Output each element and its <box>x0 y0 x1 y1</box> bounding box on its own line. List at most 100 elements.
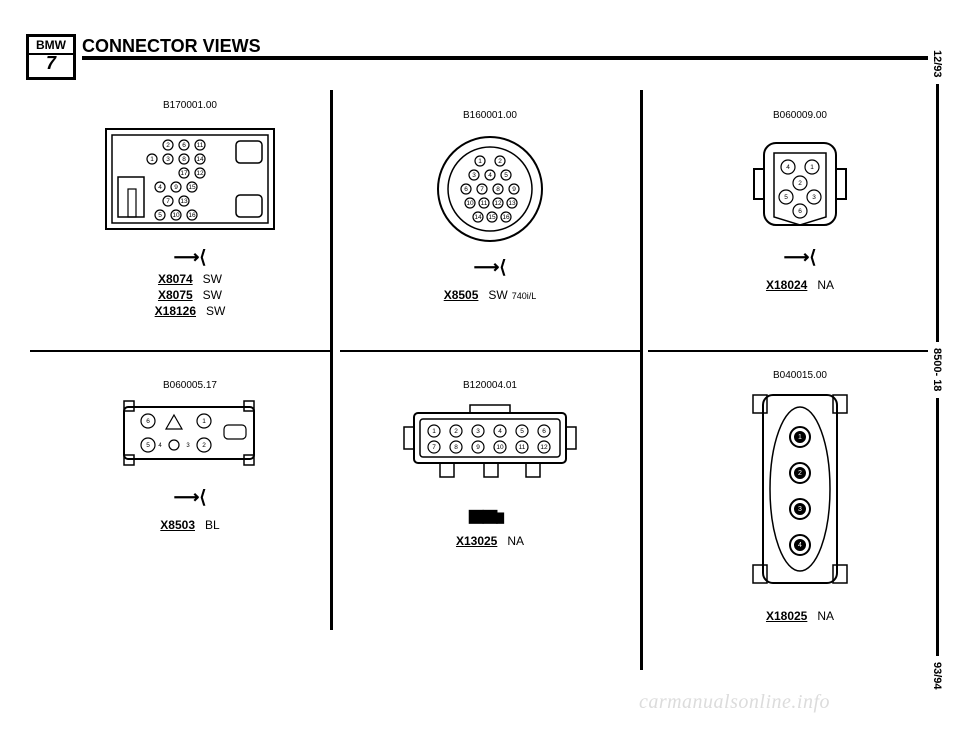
part-number: B170001.00 <box>80 100 300 111</box>
svg-text:6: 6 <box>798 208 802 215</box>
svg-text:14: 14 <box>474 214 482 221</box>
svg-text:1: 1 <box>202 418 206 425</box>
svg-text:2: 2 <box>498 158 502 165</box>
svg-text:6: 6 <box>464 186 468 193</box>
svg-text:14: 14 <box>196 156 204 163</box>
svg-text:12: 12 <box>494 200 502 207</box>
svg-text:4: 4 <box>158 184 162 191</box>
svg-text:9: 9 <box>512 186 516 193</box>
connector-b160001-icon: 12 345 6789 10111213 141516 <box>430 129 550 249</box>
svg-text:17: 17 <box>180 170 188 177</box>
svg-text:2: 2 <box>166 142 170 149</box>
bmw-badge-bottom: 7 <box>29 55 73 71</box>
right-sidebar: 12/93 8500- 18 93/94 <box>928 50 946 690</box>
cell-b040015: B040015.00 1234 X18025NA <box>700 370 900 623</box>
svg-text:3: 3 <box>472 172 476 179</box>
part-number: B060009.00 <box>700 110 900 121</box>
svg-text:16: 16 <box>502 214 510 221</box>
part-number: B160001.00 <box>390 110 590 121</box>
svg-text:4: 4 <box>158 443 162 449</box>
svg-text:2: 2 <box>798 180 802 187</box>
svg-text:15: 15 <box>188 184 196 191</box>
svg-text:5: 5 <box>504 172 508 179</box>
svg-text:8: 8 <box>496 186 500 193</box>
cell-b120004: B120004.01 123456 789101112 ▅▅▖ X13025NA <box>380 380 600 548</box>
sidebar-bottom: 93/94 <box>931 662 943 690</box>
svg-text:5: 5 <box>784 194 788 201</box>
ref-label: X13025NA <box>380 534 600 548</box>
svg-text:10: 10 <box>466 200 474 207</box>
svg-text:4: 4 <box>786 164 790 171</box>
svg-text:12: 12 <box>196 170 204 177</box>
connector-b060009-icon: 4 1 2 5 3 6 <box>750 129 850 239</box>
svg-text:7: 7 <box>166 198 170 205</box>
cell-b160001: B160001.00 12 345 6789 10111213 141516 ⟶… <box>390 110 590 302</box>
horizontal-separator-1 <box>30 350 330 352</box>
connector-b060005-icon: 6 1 5 2 4 3 <box>120 399 260 469</box>
svg-text:11: 11 <box>481 200 488 207</box>
connector-b040015-icon: 1 2 3 4 <box>745 389 855 589</box>
svg-text:6: 6 <box>542 428 546 435</box>
horizontal-separator-3 <box>648 350 928 352</box>
svg-text:8: 8 <box>182 156 186 163</box>
cell-b060009: B060009.00 41 2 53 6 ⟶⟨ X18024NA <box>700 110 900 292</box>
connector-b120004-icon: 123456 789101112 <box>400 399 580 489</box>
vertical-separator-1 <box>330 90 333 630</box>
svg-text:13: 13 <box>508 200 516 207</box>
svg-text:9: 9 <box>476 444 480 451</box>
connector-b170001-icon: 2611 13814 1712 4915 713 51016 <box>100 119 280 239</box>
cell-b060005: B060005.17 61 52 43 ⟶⟨ X8503BL <box>90 380 290 532</box>
svg-text:11: 11 <box>197 142 204 149</box>
svg-text:11: 11 <box>519 444 526 451</box>
svg-text:8: 8 <box>454 444 458 451</box>
ref-label: X8505SW740i/L <box>390 288 590 302</box>
arrow-mark: ⟶⟨ <box>390 257 590 278</box>
arrow-mark: ⟶⟨ <box>90 487 290 508</box>
svg-text:4: 4 <box>498 428 502 435</box>
svg-text:1: 1 <box>478 158 482 165</box>
horizontal-separator-2 <box>340 350 640 352</box>
ref-label: X8503BL <box>90 518 290 532</box>
watermark: carmanualsonline.info <box>639 691 830 714</box>
svg-text:5: 5 <box>520 428 524 435</box>
arrow-mark: ▅▅▖ <box>380 503 600 524</box>
svg-text:7: 7 <box>432 444 436 451</box>
svg-text:3: 3 <box>812 194 816 201</box>
svg-text:1: 1 <box>810 164 814 171</box>
svg-text:10: 10 <box>172 212 180 219</box>
ref-label: X18025NA <box>700 609 900 623</box>
page-title: CONNECTOR VIEWS <box>82 36 261 57</box>
svg-text:15: 15 <box>488 214 496 221</box>
svg-text:2: 2 <box>454 428 458 435</box>
svg-text:13: 13 <box>180 198 188 205</box>
svg-text:3: 3 <box>186 443 190 449</box>
svg-text:7: 7 <box>480 186 484 193</box>
svg-text:6: 6 <box>146 418 150 425</box>
svg-text:1: 1 <box>150 156 154 163</box>
svg-text:3: 3 <box>476 428 480 435</box>
svg-text:1: 1 <box>432 428 436 435</box>
page: BMW 7 CONNECTOR VIEWS 12/93 8500- 18 93/… <box>0 0 960 744</box>
svg-text:9: 9 <box>174 184 178 191</box>
svg-text:2: 2 <box>202 442 206 449</box>
vertical-separator-2 <box>640 90 643 670</box>
sidebar-top: 12/93 <box>931 50 943 78</box>
sidebar-mid: 8500- 18 <box>931 348 943 391</box>
ref-list: X8074SW X8075SW X18126SW <box>80 272 300 318</box>
svg-text:1: 1 <box>798 434 802 441</box>
svg-text:4: 4 <box>488 172 492 179</box>
svg-text:2: 2 <box>798 470 802 477</box>
cell-b170001: B170001.00 2611 13814 17 <box>80 100 300 318</box>
svg-text:4: 4 <box>798 542 802 549</box>
svg-text:12: 12 <box>540 444 548 451</box>
sidebar-line-2 <box>936 398 939 657</box>
svg-text:3: 3 <box>798 506 802 513</box>
part-number: B120004.01 <box>380 380 600 391</box>
svg-text:5: 5 <box>146 442 150 449</box>
svg-text:16: 16 <box>188 212 196 219</box>
svg-text:10: 10 <box>496 444 504 451</box>
arrow-mark: ⟶⟨ <box>80 247 300 268</box>
bmw-badge: BMW 7 <box>26 34 76 80</box>
title-rule <box>82 56 928 60</box>
svg-text:5: 5 <box>158 212 162 219</box>
